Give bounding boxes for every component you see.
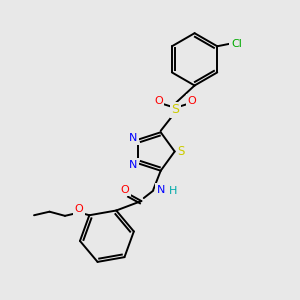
Text: N: N (129, 160, 137, 170)
Text: Cl: Cl (231, 39, 242, 49)
Text: O: O (74, 204, 83, 214)
Text: H: H (169, 186, 177, 196)
Text: N: N (157, 185, 166, 195)
Text: O: O (188, 96, 197, 106)
Text: S: S (171, 103, 179, 116)
Text: O: O (120, 185, 129, 195)
Text: S: S (178, 145, 185, 158)
Text: O: O (154, 96, 163, 106)
Text: N: N (129, 133, 137, 143)
